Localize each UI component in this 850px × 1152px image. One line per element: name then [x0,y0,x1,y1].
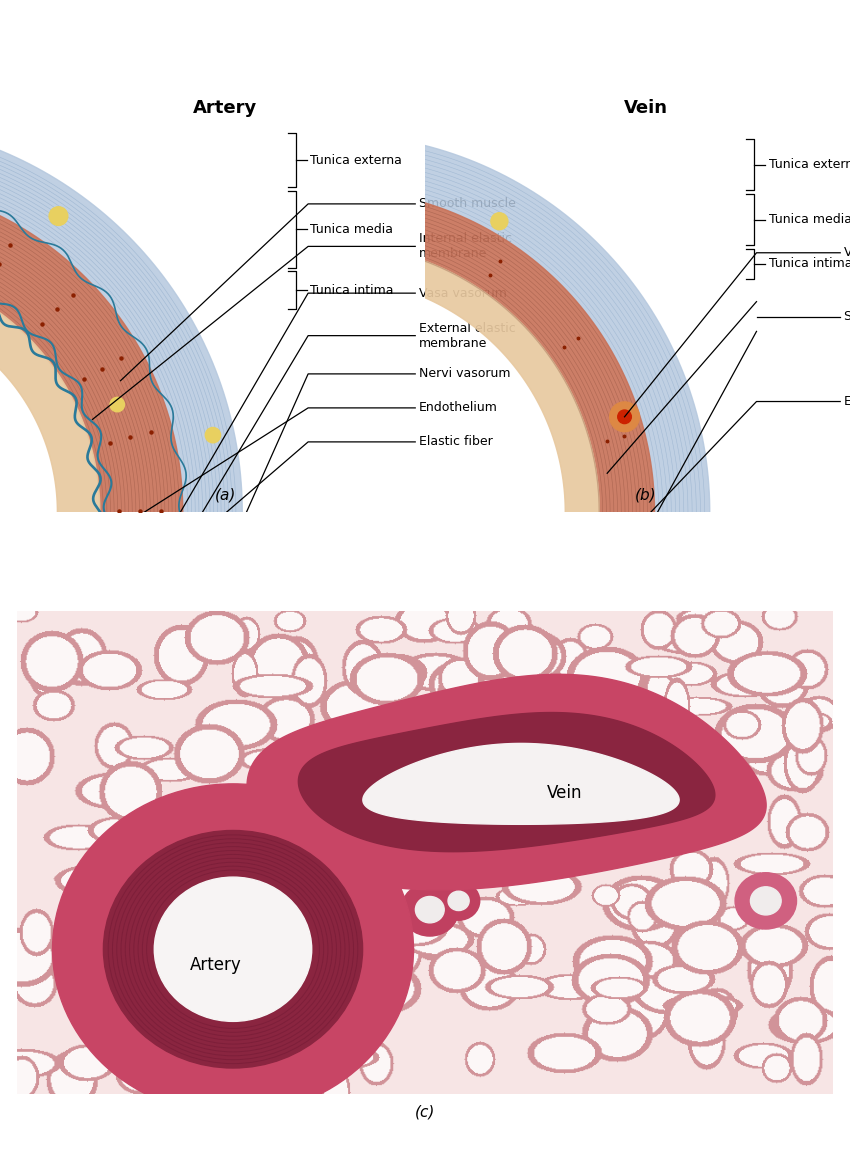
Polygon shape [247,674,766,889]
Text: Vein: Vein [547,783,582,802]
Text: Endothelium: Endothelium [418,401,497,415]
Circle shape [401,884,459,937]
Polygon shape [363,743,679,825]
Polygon shape [0,184,183,773]
Text: (a): (a) [214,487,236,502]
Text: Endothelium: Endothelium [843,395,850,408]
Circle shape [416,896,445,923]
Circle shape [205,427,220,442]
Circle shape [448,892,469,910]
Text: Vasa vasorum: Vasa vasorum [843,247,850,259]
Text: Artery: Artery [193,99,258,116]
Circle shape [618,410,632,424]
Text: Tunica media: Tunica media [769,213,850,226]
Text: Vein: Vein [624,99,668,116]
Polygon shape [0,266,99,708]
Text: Nervi vasorum: Nervi vasorum [418,367,510,380]
Polygon shape [0,124,242,820]
Circle shape [155,877,312,1022]
Text: Smooth muscle: Smooth muscle [418,197,515,211]
Text: Elastic fiber: Elastic fiber [418,435,492,448]
Circle shape [53,783,413,1115]
Text: Artery: Artery [190,956,241,975]
Polygon shape [348,135,710,833]
Text: (b): (b) [635,487,657,502]
Circle shape [491,213,508,229]
Circle shape [735,873,796,929]
Circle shape [609,402,639,432]
Circle shape [102,630,116,645]
Circle shape [110,397,124,411]
Text: (c): (c) [415,1104,435,1120]
Circle shape [666,579,675,589]
Text: Tunica intima: Tunica intima [769,257,850,271]
Circle shape [49,206,68,226]
Polygon shape [298,713,715,851]
Text: External elastic
membrane: External elastic membrane [418,321,515,350]
Circle shape [661,575,680,593]
Polygon shape [343,244,599,740]
Text: Smooth muscle: Smooth muscle [843,310,850,323]
Circle shape [751,887,781,915]
Polygon shape [157,880,309,1018]
Text: Vasa vasorum: Vasa vasorum [418,287,507,300]
Text: Tunica externa: Tunica externa [310,153,402,167]
Circle shape [144,552,162,568]
Text: Tunica media: Tunica media [310,222,394,236]
Circle shape [136,543,170,577]
Text: Tunica intima: Tunica intima [310,285,394,297]
Polygon shape [345,189,654,786]
Text: Internal elastic
membrane: Internal elastic membrane [418,233,512,260]
Text: Tunica externa: Tunica externa [769,158,850,172]
Circle shape [104,831,363,1068]
Circle shape [217,558,230,571]
Circle shape [438,881,479,920]
